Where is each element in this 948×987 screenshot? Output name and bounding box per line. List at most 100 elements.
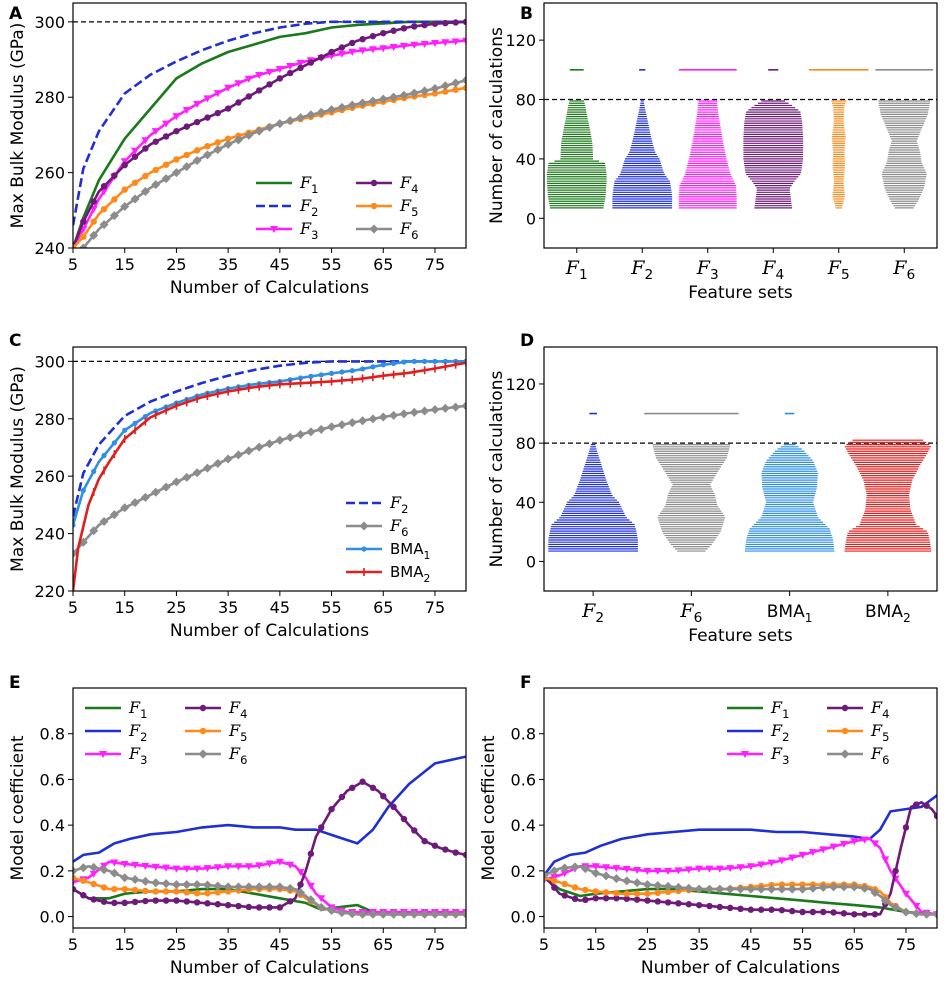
data-point-f3 — [131, 147, 140, 155]
data-point-f6 — [715, 884, 725, 894]
data-point-f4 — [359, 35, 366, 43]
data-point-f5 — [799, 881, 806, 888]
data-point-f4 — [840, 910, 848, 917]
data-point-f6 — [409, 88, 419, 98]
data-point-f5 — [551, 877, 558, 884]
data-point-f6 — [109, 211, 119, 221]
data-point-f4 — [286, 69, 294, 77]
y-tick-label: 220 — [34, 582, 65, 601]
data-point-f4 — [214, 901, 221, 908]
violin-f2 — [612, 69, 673, 209]
data-point-f4 — [768, 906, 775, 913]
data-point-f4 — [892, 867, 899, 875]
data-point-f6 — [560, 863, 570, 873]
data-point-f4 — [73, 885, 77, 893]
data-point-f3 — [224, 863, 233, 871]
data-point-f4 — [913, 801, 920, 808]
data-point-f4 — [861, 911, 868, 918]
data-point-f6 — [233, 882, 243, 892]
data-point-f4 — [276, 904, 284, 911]
data-point-f6 — [89, 862, 99, 872]
data-point-f4 — [214, 109, 221, 117]
x-tick-label-bma2: BMA2 — [865, 602, 911, 625]
legend-label-f6: F6 — [228, 744, 247, 767]
data-point-f4 — [121, 899, 128, 907]
data-point-f6 — [694, 884, 704, 894]
data-point-f4 — [255, 904, 263, 911]
data-point-f4 — [369, 32, 377, 40]
data-point-f3 — [633, 866, 642, 874]
data-point-f5 — [121, 885, 128, 893]
y-tick-label: 280 — [34, 88, 65, 107]
violin-f6 — [644, 412, 739, 552]
data-point-f6 — [420, 86, 430, 96]
data-point-f6 — [275, 435, 285, 445]
data-point-f4 — [380, 29, 387, 37]
x-tick-label: 35 — [218, 935, 238, 954]
data-point-bma1 — [122, 427, 128, 433]
legend-label-f6: F6 — [389, 516, 408, 539]
data-point-f3 — [193, 865, 202, 873]
violin-f1 — [546, 69, 607, 209]
data-point-f3 — [736, 864, 745, 872]
data-point-f5 — [442, 88, 449, 95]
data-point-f6 — [358, 98, 368, 108]
data-point-f3 — [746, 863, 755, 871]
data-point-f6 — [202, 880, 212, 890]
data-point-f4 — [235, 902, 242, 910]
data-point-f4 — [452, 19, 459, 26]
data-point-f5 — [142, 172, 149, 180]
data-point-f4 — [307, 59, 315, 66]
data-point-f6 — [591, 868, 601, 878]
plot-frame — [72, 687, 467, 929]
data-point-f4 — [871, 911, 879, 918]
data-point-f6 — [327, 105, 337, 115]
legend-marker-f6 — [198, 749, 208, 759]
data-point-f4 — [675, 900, 682, 907]
series-line-f2 — [73, 20, 466, 226]
data-point-f3 — [275, 858, 284, 866]
data-point-f6 — [161, 482, 171, 492]
y-tick-label: 0.2 — [40, 862, 65, 881]
y-axis-label: Number of calculations — [487, 371, 507, 568]
y-tick-label: 0.4 — [511, 816, 536, 835]
data-point-bma1 — [328, 370, 335, 377]
y-tick-label: 260 — [34, 164, 65, 183]
data-point-bma1 — [318, 372, 324, 378]
data-point-f4 — [706, 902, 713, 910]
data-point-bma1 — [432, 358, 438, 364]
data-point-f4 — [90, 198, 97, 205]
panel-b: B 0 40 80 120 Feature sets Number of calculati… — [487, 2, 938, 303]
legend-marker-f5 — [841, 727, 849, 735]
data-point-f6 — [89, 526, 99, 536]
data-point-f5 — [73, 244, 77, 248]
x-tick-label: 55 — [321, 935, 341, 954]
legend-marker-f4 — [370, 179, 378, 187]
data-point-f6 — [461, 401, 466, 411]
data-point-f4 — [255, 87, 263, 94]
data-point-f5 — [224, 135, 232, 142]
data-point-f6 — [244, 130, 254, 140]
x-tick-label: 75 — [425, 598, 445, 617]
data-point-f3 — [73, 879, 77, 887]
data-point-f5 — [131, 886, 139, 894]
data-point-f4 — [224, 105, 232, 112]
x-tick-label: 65 — [373, 935, 393, 954]
data-point-f4 — [90, 896, 97, 903]
data-point-f4 — [442, 19, 449, 27]
data-point-f3 — [234, 80, 243, 88]
data-point-f6 — [223, 454, 233, 464]
data-point-f4 — [204, 114, 211, 121]
data-point-f4 — [778, 906, 786, 914]
data-point-f4 — [561, 892, 568, 899]
data-point-bma1 — [339, 369, 345, 375]
data-point-f4 — [442, 846, 449, 853]
x-tick-label: 5 — [68, 935, 78, 954]
data-point-f3 — [141, 137, 150, 145]
panel-letter: F — [520, 673, 532, 693]
data-point-bma1 — [308, 373, 314, 379]
legend-label-f2: F2 — [299, 196, 318, 219]
y-tick-label: 0.0 — [40, 908, 65, 927]
data-point-f6 — [265, 882, 274, 892]
